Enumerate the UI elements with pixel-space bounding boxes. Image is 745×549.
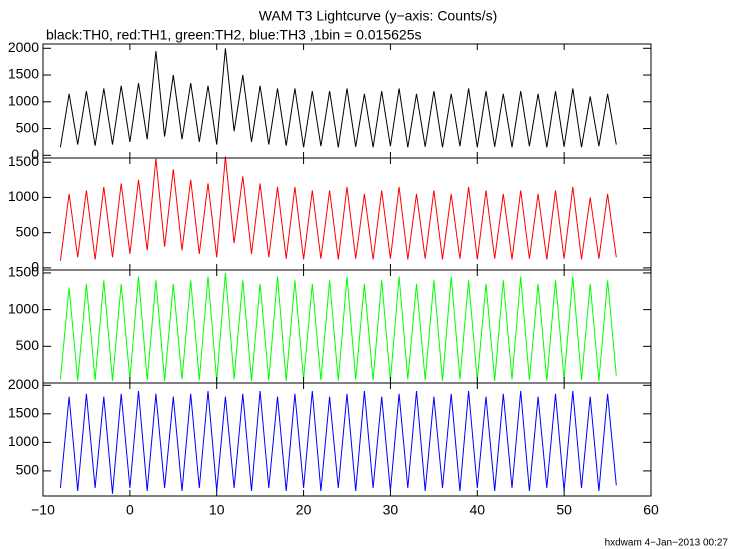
- x-tick-label: 30: [383, 502, 399, 518]
- y-tick-label: 0: [31, 146, 39, 162]
- panel-frame: [42, 43, 652, 159]
- y-tick-label: 500: [16, 337, 40, 353]
- y-tick-label: 1000: [8, 188, 39, 204]
- lightcurve: [59, 48, 617, 148]
- lightcurve: [59, 390, 617, 494]
- y-tick-label: 500: [16, 119, 40, 135]
- lightcurve: [59, 272, 617, 381]
- y-tick-label: 500: [16, 223, 40, 239]
- panel-frame: [42, 382, 652, 497]
- y-tick-label: 1000: [8, 93, 39, 109]
- chart-title: WAM T3 Lightcurve (y−axis: Counts/s): [259, 8, 497, 24]
- x-tick-label: 40: [469, 502, 485, 518]
- x-tick-label: 0: [126, 502, 134, 518]
- y-tick-label: 1500: [8, 264, 39, 280]
- y-tick-label: 0: [31, 259, 39, 275]
- y-tick-label: 1500: [8, 405, 39, 421]
- y-tick-label: 1000: [8, 300, 39, 316]
- y-tick-label: 1000: [8, 433, 39, 449]
- chart-subtitle: black:TH0, red:TH1, green:TH2, blue:TH3 …: [46, 27, 421, 43]
- y-tick-label: 1500: [8, 153, 39, 169]
- lightcurve: [59, 156, 617, 261]
- x-tick-label: −10: [31, 502, 55, 518]
- x-tick-label: 50: [556, 502, 572, 518]
- x-tick-label: 10: [209, 502, 225, 518]
- y-tick-label: 500: [16, 462, 40, 478]
- y-tick-label: 1500: [8, 66, 39, 82]
- y-tick-label: 2000: [8, 376, 39, 392]
- y-tick-label: 2000: [8, 39, 39, 55]
- x-tick-label: 60: [643, 502, 659, 518]
- footer: hxdwam 4−Jan−2013 00:27: [605, 538, 729, 549]
- x-tick-label: 20: [296, 502, 312, 518]
